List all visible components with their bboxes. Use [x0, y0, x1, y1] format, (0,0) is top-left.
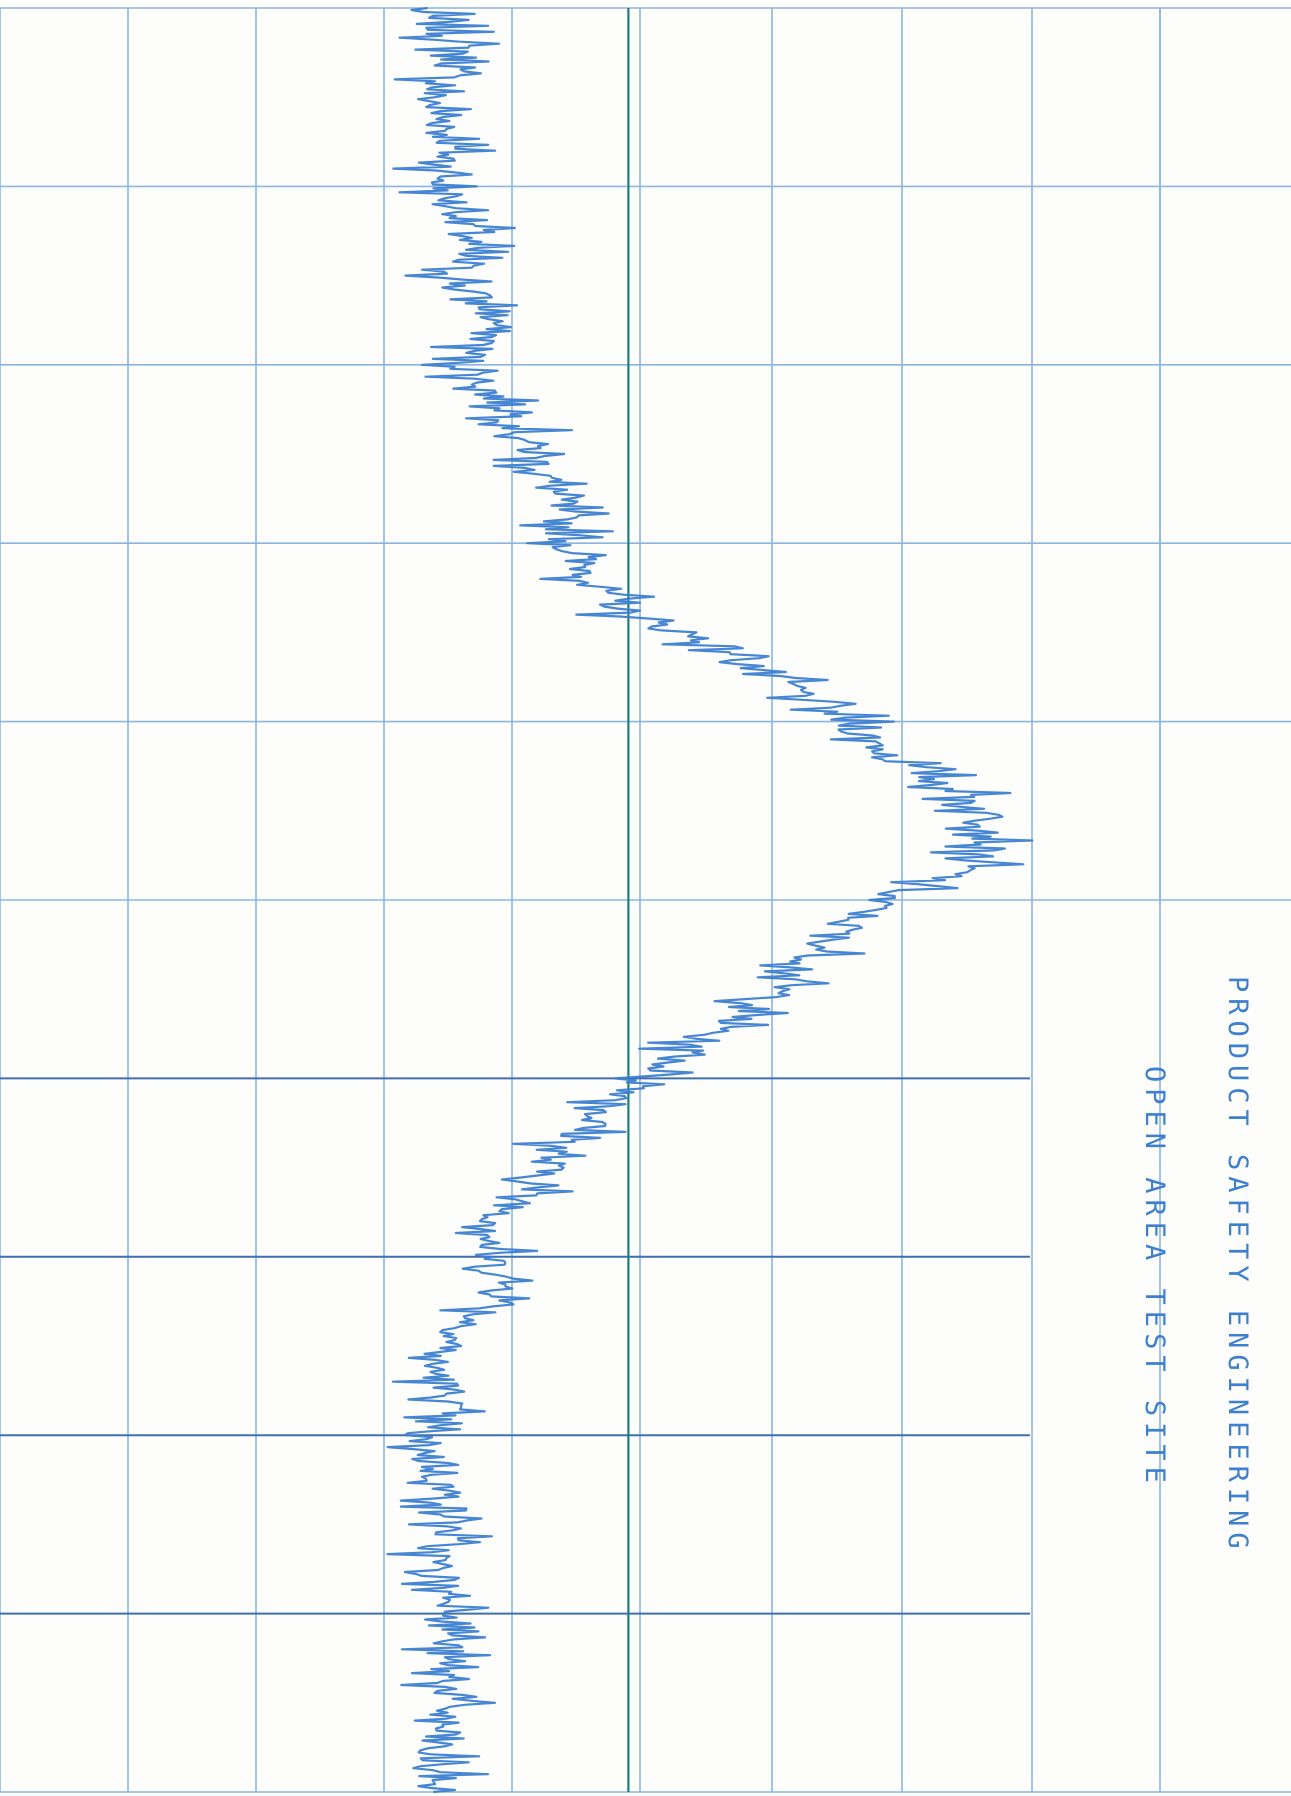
header-line-1: PRODUCT SAFETY ENGINEERING: [1222, 976, 1253, 1555]
header-line-2: OPEN AREA TEST SITE: [1139, 1066, 1170, 1489]
data-trace: [386, 6, 1034, 1794]
